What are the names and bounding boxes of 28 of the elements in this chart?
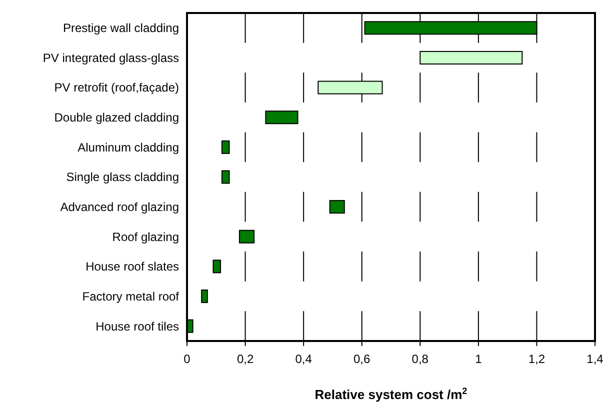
- bar: [221, 140, 230, 154]
- y-tick-label: Double glazed cladding: [54, 110, 179, 125]
- bar: [329, 200, 345, 214]
- x-axis-title: Relative system cost /m$^{2}$: [314, 386, 468, 402]
- x-tick-label: 0,6: [354, 352, 371, 366]
- x-tick-label: 0,8: [412, 352, 429, 366]
- x-tick-label: 1,2: [528, 352, 546, 366]
- y-tick-label: Roof glazing: [112, 230, 179, 244]
- x-tick-label: 0,4: [295, 352, 312, 366]
- x-tick-label: 0: [184, 352, 191, 366]
- bar: [221, 170, 230, 184]
- y-tick-label: PV retrofit (roof,façade): [54, 80, 179, 95]
- bar: [238, 230, 255, 244]
- bar: [212, 260, 222, 274]
- y-tick-label: House roof slates: [86, 260, 179, 274]
- bar: [420, 50, 523, 64]
- y-tick-label: Factory metal roof: [82, 289, 180, 304]
- y-tick-label: Prestige wall cladding: [62, 21, 179, 36]
- x-tick-label: 1: [475, 352, 482, 366]
- x-tick-label: 0,2: [236, 352, 254, 366]
- y-tick-label: House roof tiles: [96, 319, 179, 334]
- bar: [201, 290, 208, 304]
- x-tick-label: 1,4: [586, 352, 604, 366]
- bar: [265, 110, 298, 124]
- y-tick-label: Aluminum cladding: [78, 140, 179, 154]
- y-tick-label: Single glass cladding: [66, 170, 179, 184]
- y-tick-label: Advanced roof glazing: [60, 200, 179, 214]
- y-tick-label: PV integrated glass-glass: [42, 50, 179, 65]
